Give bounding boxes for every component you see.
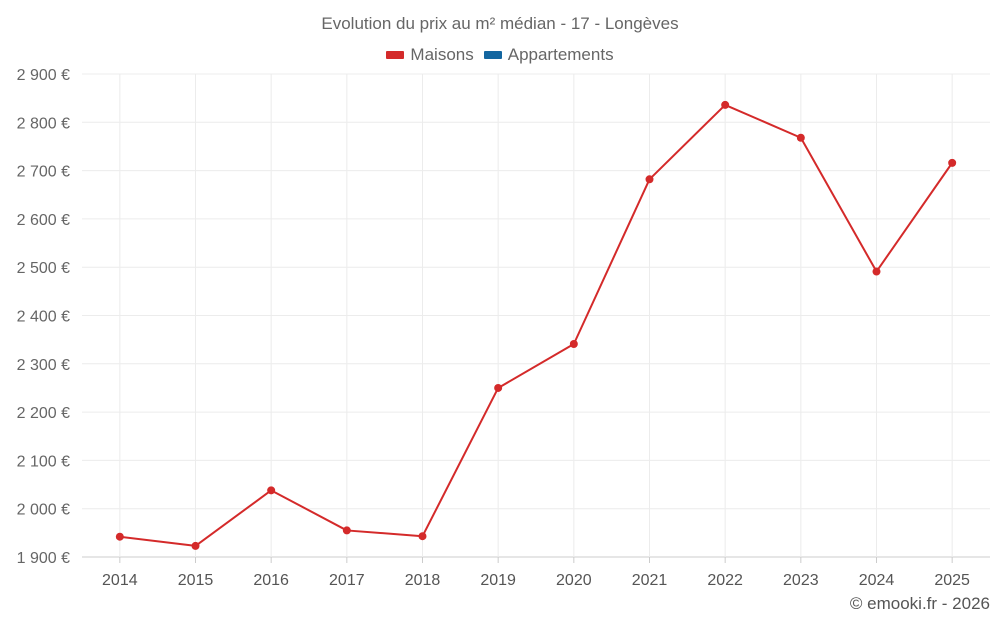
data-point bbox=[872, 267, 881, 276]
x-tick-label: 2020 bbox=[556, 572, 592, 589]
y-tick-label: 2 800 € bbox=[17, 115, 70, 132]
x-tick-label: 2018 bbox=[405, 572, 441, 589]
data-point bbox=[191, 541, 200, 550]
y-tick-label: 1 900 € bbox=[17, 550, 70, 567]
x-tick-label: 2017 bbox=[329, 572, 365, 589]
x-tick-label: 2019 bbox=[480, 572, 516, 589]
y-tick-label: 2 100 € bbox=[17, 453, 70, 470]
x-tick-label: 2015 bbox=[178, 572, 214, 589]
y-tick-label: 2 400 € bbox=[17, 309, 70, 326]
data-point bbox=[418, 532, 427, 541]
x-tick-label: 2025 bbox=[934, 572, 970, 589]
data-point bbox=[721, 100, 730, 109]
x-tick-label: 2024 bbox=[859, 572, 895, 589]
data-point bbox=[645, 175, 654, 184]
legend-label-appartements: Appartements bbox=[507, 45, 614, 64]
legend-label-maisons: Maisons bbox=[410, 45, 474, 64]
y-tick-label: 2 700 € bbox=[17, 164, 70, 181]
y-tick-label: 2 900 € bbox=[17, 67, 70, 84]
data-point bbox=[948, 158, 957, 167]
x-tick-label: 2022 bbox=[707, 572, 743, 589]
data-point bbox=[796, 133, 805, 142]
legend-item-appartements[interactable]: Appartements bbox=[483, 45, 614, 65]
legend: Maisons Appartements bbox=[0, 45, 1000, 65]
data-point bbox=[569, 339, 578, 348]
y-tick-label: 2 000 € bbox=[17, 502, 70, 519]
x-tick-label: 2021 bbox=[632, 572, 668, 589]
legend-swatch-appartements bbox=[483, 51, 502, 59]
chart-title: Evolution du prix au m² médian - 17 - Lo… bbox=[321, 14, 679, 33]
x-tick-label: 2014 bbox=[102, 572, 138, 589]
x-tick-label: 2016 bbox=[253, 572, 289, 589]
y-tick-label: 2 300 € bbox=[17, 357, 70, 374]
data-point bbox=[267, 486, 276, 495]
y-tick-label: 2 600 € bbox=[17, 212, 70, 229]
legend-item-maisons[interactable]: Maisons bbox=[386, 45, 474, 65]
data-point bbox=[342, 526, 351, 535]
y-tick-label: 2 500 € bbox=[17, 260, 70, 277]
x-tick-label: 2023 bbox=[783, 572, 819, 589]
y-tick-label: 2 200 € bbox=[17, 405, 70, 422]
credit-text: © emooki.fr - 2026 bbox=[849, 594, 990, 613]
legend-swatch-maisons bbox=[386, 51, 405, 59]
series-line-maisons bbox=[119, 103, 953, 547]
data-point bbox=[494, 383, 503, 392]
data-point bbox=[115, 532, 124, 541]
